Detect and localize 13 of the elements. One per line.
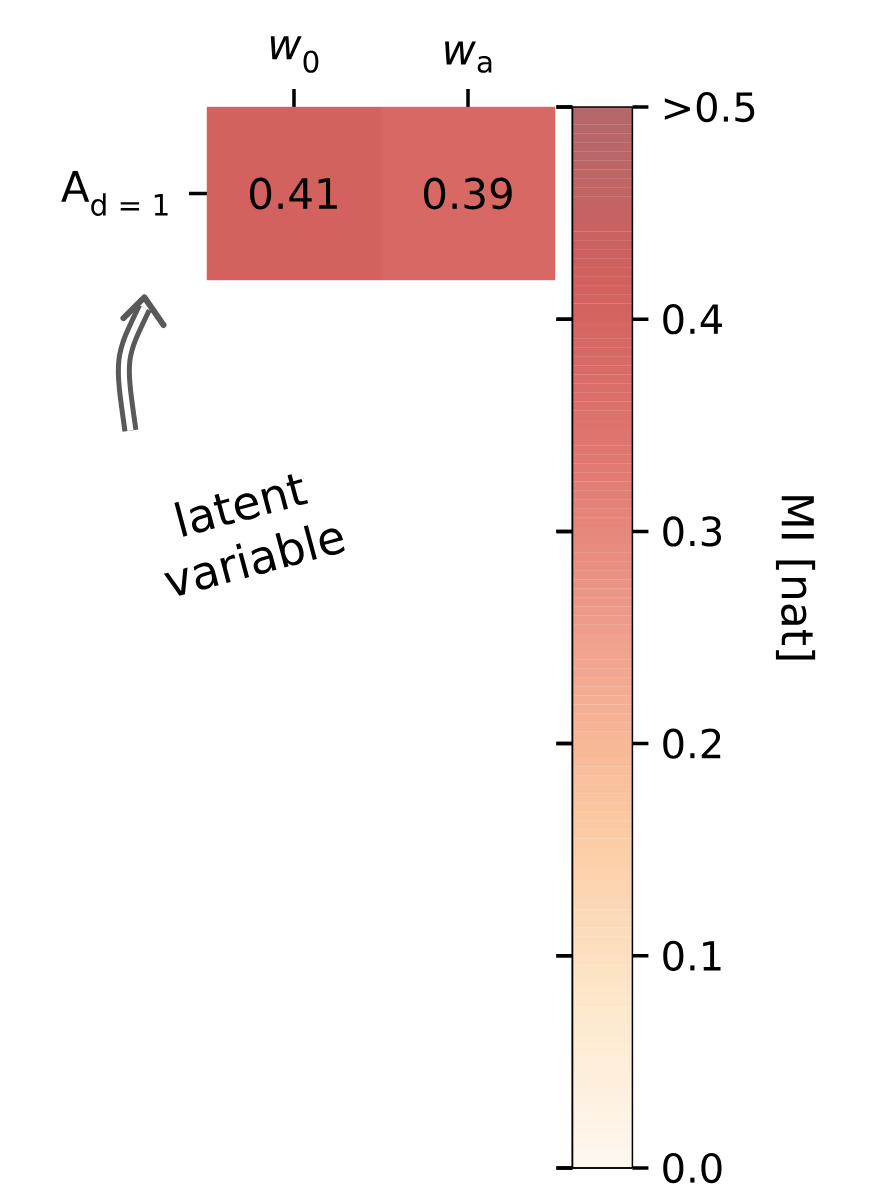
data-label: 0.41 [250,177,337,210]
color-bar-title: MI [nat] [775,496,816,660]
x-tick-label: w$_{a}$ [445,41,492,73]
x-tick-label: w$_{0}$ [270,36,319,73]
y-tick-label: A$_{d = 1}$ [61,171,168,216]
color-bar-label: >0.5 [664,91,755,123]
data-label: 0.39 [424,177,512,210]
color-bar-label: 0.4 [663,304,722,335]
color-bar-label: 0.1 [663,940,721,971]
color-bar-label: 0.3 [663,516,722,547]
color-bar-label: 0.2 [663,728,721,759]
text: latent variable [163,474,345,596]
color-bar-label: 0.0 [663,1152,722,1184]
